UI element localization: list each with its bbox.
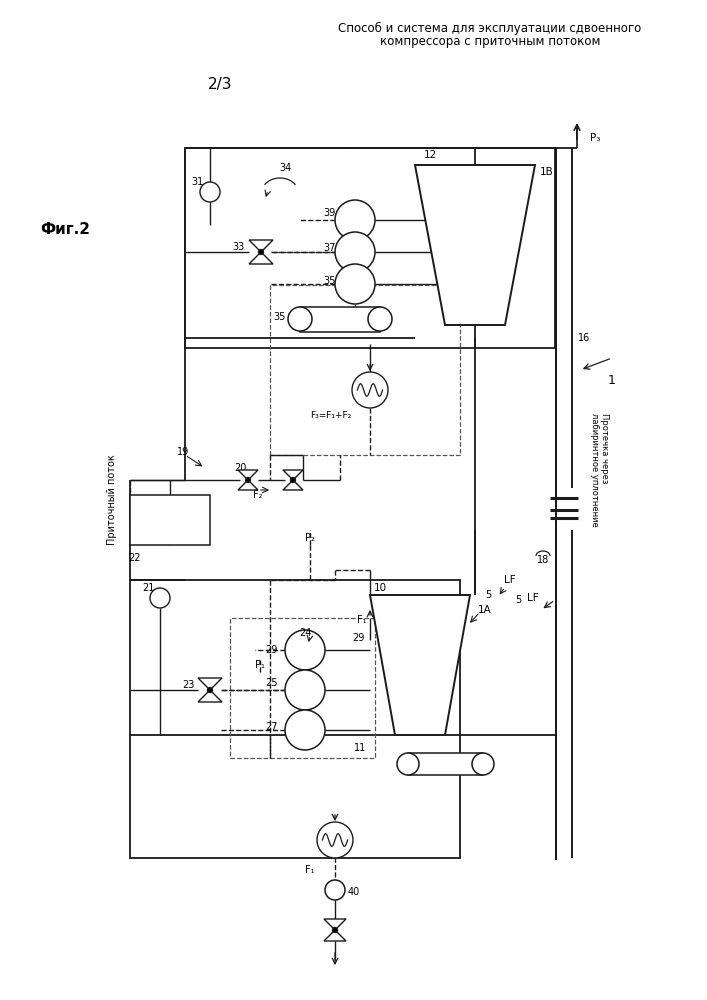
Text: F₁: F₁ <box>305 865 315 875</box>
Text: 1B: 1B <box>540 167 554 177</box>
Circle shape <box>332 928 337 932</box>
Bar <box>270 285 460 455</box>
Circle shape <box>259 249 264 254</box>
Text: 11: 11 <box>354 743 366 753</box>
Text: P₁: P₁ <box>255 660 265 670</box>
Circle shape <box>335 232 375 272</box>
Text: LF: LF <box>527 593 539 603</box>
Text: 18: 18 <box>537 555 549 565</box>
Text: 34: 34 <box>279 163 291 173</box>
Text: 19: 19 <box>177 447 189 457</box>
Text: 21: 21 <box>142 583 154 593</box>
Circle shape <box>207 688 213 692</box>
Text: 33: 33 <box>233 242 245 252</box>
Circle shape <box>288 307 312 331</box>
Bar <box>408 753 483 775</box>
Text: F₁: F₁ <box>357 615 367 625</box>
Text: 29: 29 <box>352 633 364 643</box>
Bar <box>130 495 210 545</box>
Text: 39: 39 <box>324 208 336 218</box>
Text: Протечка через
лабиринтное уплотнение: Протечка через лабиринтное уплотнение <box>590 413 609 527</box>
Polygon shape <box>415 165 535 325</box>
Polygon shape <box>324 930 346 941</box>
Text: 16: 16 <box>578 333 590 343</box>
Text: 35: 35 <box>274 312 286 322</box>
Text: 20: 20 <box>234 463 246 473</box>
Polygon shape <box>198 678 222 690</box>
Circle shape <box>291 478 296 483</box>
Text: F₃=F₁+F₂: F₃=F₁+F₂ <box>310 410 351 420</box>
Circle shape <box>150 588 170 608</box>
Polygon shape <box>283 480 303 490</box>
Text: Способ и система для эксплуатации сдвоенного: Способ и система для эксплуатации сдвоен… <box>339 21 642 35</box>
Text: 10: 10 <box>373 583 387 593</box>
Text: 25: 25 <box>266 678 278 688</box>
Text: LF: LF <box>504 575 516 585</box>
Bar <box>130 580 460 858</box>
Circle shape <box>352 372 388 408</box>
Bar <box>230 618 375 758</box>
Text: 24: 24 <box>299 628 311 638</box>
Text: 12: 12 <box>423 150 437 160</box>
Text: P₃: P₃ <box>590 133 600 143</box>
Text: P₂: P₂ <box>305 533 315 543</box>
Circle shape <box>245 478 250 483</box>
Text: 23: 23 <box>182 680 195 690</box>
Polygon shape <box>238 470 258 480</box>
Text: Приточный поток: Приточный поток <box>107 455 117 545</box>
Polygon shape <box>249 252 273 264</box>
Text: 35: 35 <box>324 276 336 286</box>
Circle shape <box>472 753 494 775</box>
Polygon shape <box>324 919 346 930</box>
Circle shape <box>200 182 220 202</box>
Bar <box>185 148 555 348</box>
Text: 27: 27 <box>266 722 278 732</box>
Text: 1A: 1A <box>478 605 492 615</box>
Circle shape <box>285 710 325 750</box>
Text: 29: 29 <box>266 645 278 655</box>
Polygon shape <box>198 690 222 702</box>
Circle shape <box>335 200 375 240</box>
Text: 37: 37 <box>324 243 336 253</box>
Text: 5: 5 <box>485 590 491 600</box>
Text: компрессора с приточным потоком: компрессора с приточным потоком <box>380 35 600 48</box>
Circle shape <box>325 880 345 900</box>
Text: 31: 31 <box>191 177 203 187</box>
Polygon shape <box>249 240 273 252</box>
Text: 1: 1 <box>608 373 616 386</box>
Circle shape <box>285 670 325 710</box>
Text: 2/3: 2/3 <box>208 78 233 93</box>
Text: 5: 5 <box>515 595 521 605</box>
Polygon shape <box>283 470 303 480</box>
Bar <box>300 307 380 332</box>
Polygon shape <box>238 480 258 490</box>
Circle shape <box>368 307 392 331</box>
Circle shape <box>317 822 353 858</box>
Circle shape <box>397 753 419 775</box>
Text: F₂: F₂ <box>253 490 263 500</box>
Circle shape <box>285 630 325 670</box>
Text: 22: 22 <box>128 553 141 563</box>
Text: Фиг.2: Фиг.2 <box>40 223 90 237</box>
Circle shape <box>335 264 375 304</box>
Polygon shape <box>370 595 470 735</box>
Text: 40: 40 <box>348 887 361 897</box>
